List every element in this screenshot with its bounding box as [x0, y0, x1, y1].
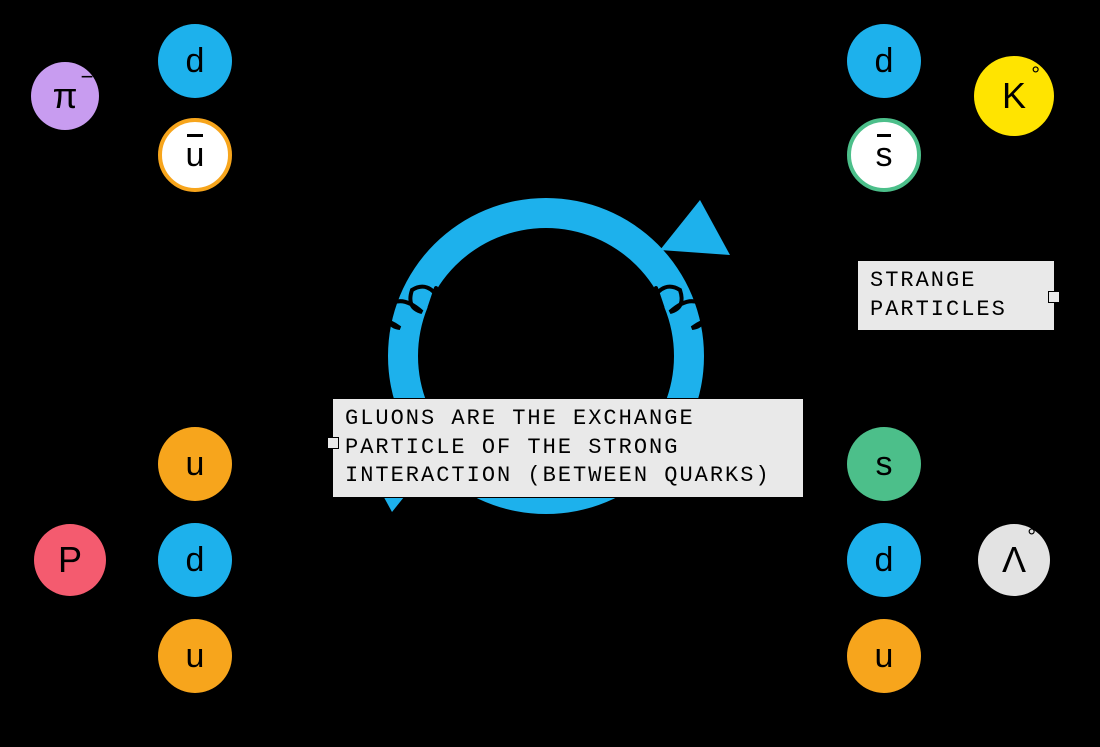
note-line: INTERACTION (BETWEEN QUARKS) — [345, 462, 791, 491]
proton-symbol: P — [58, 542, 82, 578]
quark-d: d — [847, 523, 921, 597]
quark-d: d — [158, 24, 232, 98]
quark-s: s — [847, 427, 921, 501]
quark-label: d — [875, 543, 894, 577]
gluon-coils — [342, 287, 750, 344]
note-line: PARTICLE OF THE STRONG — [345, 434, 791, 463]
lambda-badge: Λ ° — [978, 524, 1050, 596]
quark-label: u — [186, 639, 205, 673]
quark-label: u — [186, 447, 205, 481]
note-line: STRANGE — [870, 267, 1042, 296]
gluon-note: GLUONS ARE THE EXCHANGE PARTICLE OF THE … — [332, 398, 804, 498]
quark-sbar: s — [847, 118, 921, 192]
quark-d: d — [847, 24, 921, 98]
quark-u: u — [158, 427, 232, 501]
quark-ubar: u — [158, 118, 232, 192]
quark-label: s — [876, 447, 893, 481]
lambda-symbol: Λ ° — [1002, 542, 1026, 578]
quark-label: s — [876, 138, 893, 172]
note-line: GLUONS ARE THE EXCHANGE — [345, 405, 791, 434]
quark-u: u — [847, 619, 921, 693]
quark-label: d — [875, 44, 894, 78]
kaon-badge: K ° — [974, 56, 1054, 136]
quark-label: u — [186, 138, 205, 172]
quark-label: d — [186, 44, 205, 78]
gluon-note-connector — [305, 366, 332, 442]
pion-symbol: π − — [53, 78, 78, 114]
quark-label: d — [186, 543, 205, 577]
strange-note: STRANGE PARTICLES — [857, 260, 1055, 331]
note-line: PARTICLES — [870, 296, 1042, 325]
quark-d: d — [158, 523, 232, 597]
kaon-symbol: K ° — [1002, 78, 1026, 114]
proton-badge: P — [34, 524, 106, 596]
pion-badge: π − — [31, 62, 99, 130]
quark-label: u — [875, 639, 894, 673]
quark-u: u — [158, 619, 232, 693]
